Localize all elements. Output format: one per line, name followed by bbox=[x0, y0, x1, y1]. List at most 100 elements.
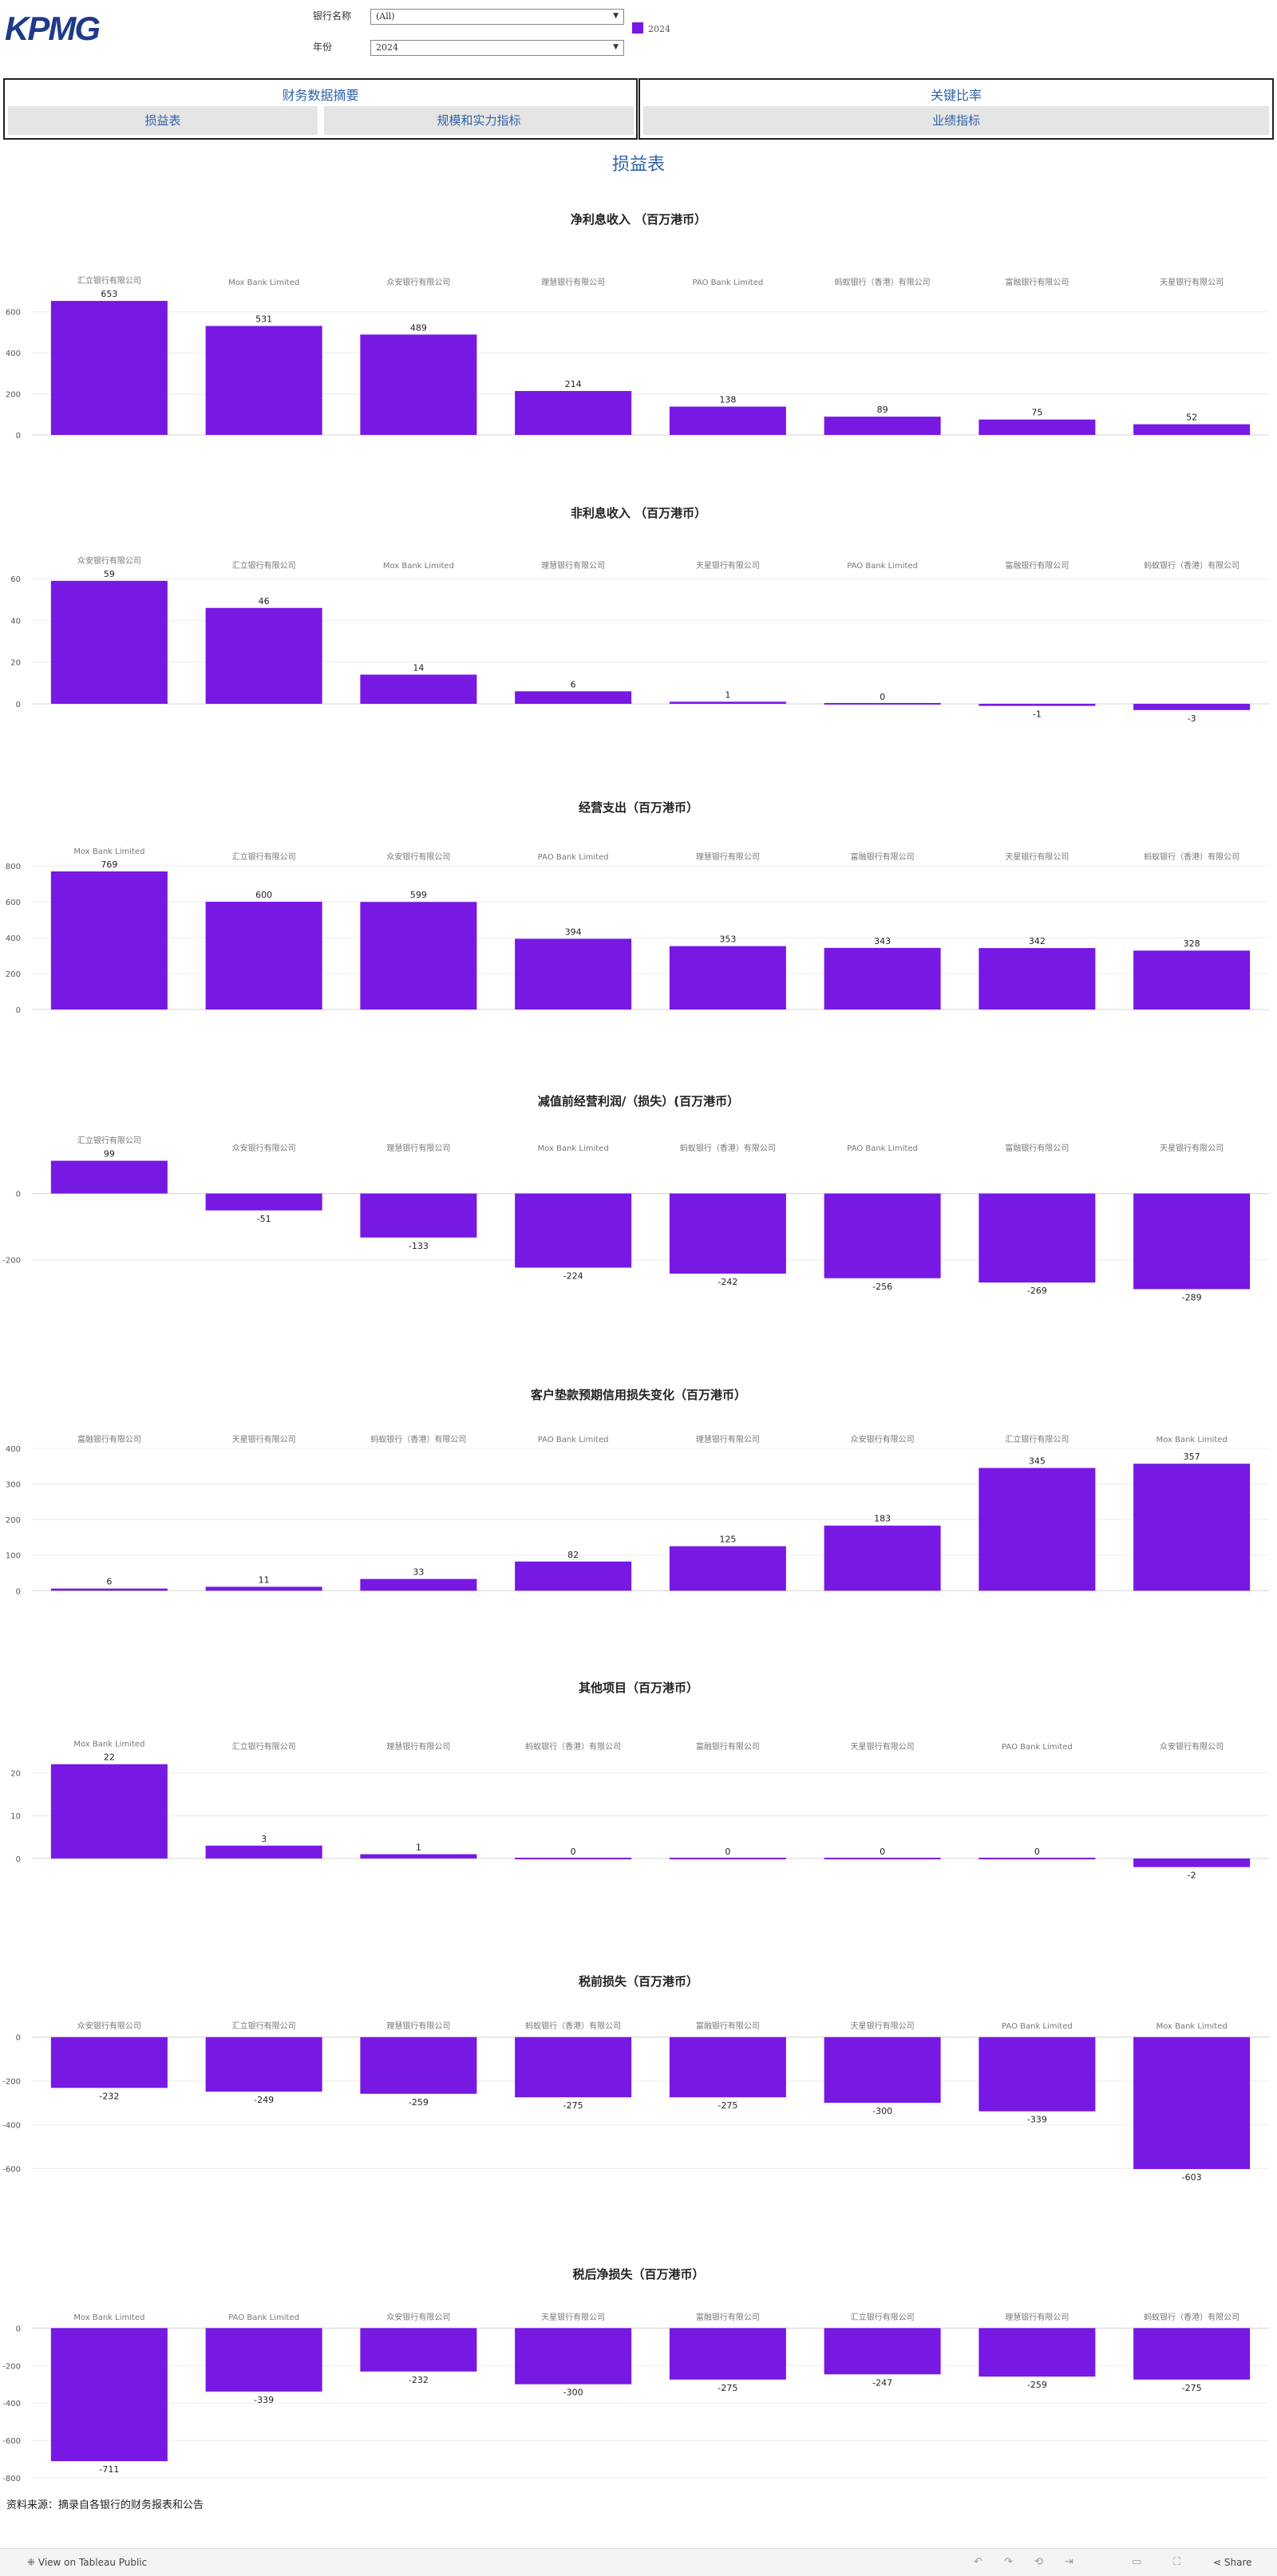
bar bbox=[824, 702, 941, 705]
bar bbox=[669, 1193, 786, 1274]
data-label: 0 bbox=[880, 692, 885, 702]
legend-swatch bbox=[632, 22, 643, 34]
bar bbox=[205, 1586, 322, 1591]
category-label: 众安银行有限公司 bbox=[386, 2312, 450, 2322]
data-label: -256 bbox=[872, 1282, 892, 1292]
data-label: -224 bbox=[563, 1270, 583, 1281]
y-tick-label: 400 bbox=[6, 1445, 21, 1454]
category-label: 富融银行有限公司 bbox=[1005, 277, 1069, 287]
data-label: -232 bbox=[409, 2375, 429, 2385]
source-note: 资料来源：摘录自各银行的财务报表和公告 bbox=[6, 2499, 204, 2511]
bar bbox=[824, 417, 941, 435]
bar bbox=[205, 326, 322, 435]
bar bbox=[360, 2328, 477, 2372]
data-label: 1 bbox=[416, 1843, 421, 1853]
bar bbox=[1133, 950, 1251, 1009]
category-label: 天星银行有限公司 bbox=[851, 2021, 915, 2031]
bar bbox=[205, 1193, 322, 1211]
category-label: PAO Bank Limited bbox=[538, 853, 609, 862]
category-label: 汇立银行有限公司 bbox=[77, 1136, 141, 1146]
category-label: 汇立银行有限公司 bbox=[77, 275, 141, 286]
bar bbox=[669, 946, 786, 1009]
year-filter-select[interactable]: 2024 ▼ bbox=[370, 40, 624, 56]
bank-filter-value: (All) bbox=[376, 11, 395, 22]
category-label: 众安银行有限公司 bbox=[1160, 1741, 1224, 1752]
nav-group-title: 关键比率 bbox=[930, 88, 982, 103]
bar bbox=[979, 1468, 1096, 1591]
tab-performance-metrics[interactable]: 业绩指标 bbox=[643, 106, 1269, 135]
category-label: PAO Bank Limited bbox=[1002, 1743, 1073, 1752]
legend-label: 2024 bbox=[648, 24, 670, 34]
data-label: -289 bbox=[1182, 1292, 1202, 1302]
view-on-tableau-link[interactable]: ⁜ View on Tableau Public bbox=[27, 2557, 147, 2568]
category-label: PAO Bank Limited bbox=[538, 1436, 609, 1444]
category-label: 汇立银行有限公司 bbox=[851, 2312, 915, 2322]
y-tick-label: -800 bbox=[2, 2475, 21, 2483]
share-icon: ⋖ bbox=[1213, 2557, 1222, 2568]
bar bbox=[360, 674, 477, 704]
category-label: 富融银行有限公司 bbox=[851, 851, 915, 862]
data-label: -242 bbox=[718, 1277, 737, 1287]
category-label: 天星银行有限公司 bbox=[541, 2312, 605, 2322]
category-label: 蚂蚁银行（香港）有限公司 bbox=[1144, 851, 1239, 862]
tab-income-statement[interactable]: 损益表 bbox=[8, 106, 318, 135]
y-tick-label: 0 bbox=[16, 2325, 21, 2333]
bar bbox=[50, 1160, 168, 1194]
y-tick-label: 400 bbox=[6, 350, 21, 358]
refresh-icon[interactable]: ⇥ bbox=[1065, 2556, 1073, 2568]
category-label: 汇立银行有限公司 bbox=[232, 1741, 296, 1752]
nav-group-financial-summary: 财务数据摘要 损益表 规模和实力指标 bbox=[3, 78, 638, 140]
bar bbox=[979, 419, 1096, 435]
chart-title: 客户垫款预期信用损失变化（百万港币） bbox=[530, 1388, 746, 1402]
data-label: 214 bbox=[565, 379, 582, 389]
data-label: 59 bbox=[104, 569, 115, 579]
category-label: 众安银行有限公司 bbox=[851, 1434, 915, 1444]
bar bbox=[669, 2037, 786, 2098]
chart-title: 非利息收入 （百万港币） bbox=[571, 506, 706, 520]
bar bbox=[205, 2037, 322, 2092]
bar bbox=[360, 2037, 477, 2094]
redo-icon[interactable]: ↷ bbox=[1004, 2556, 1013, 2568]
category-label: 理慧银行有限公司 bbox=[1005, 2312, 1069, 2322]
y-tick-label: 20 bbox=[10, 659, 21, 668]
category-label: 富融银行有限公司 bbox=[696, 1741, 760, 1752]
undo-icon[interactable]: ↶ bbox=[974, 2556, 982, 2568]
data-label: 599 bbox=[410, 890, 427, 900]
nav-group-title: 财务数据摘要 bbox=[282, 88, 359, 103]
category-label: PAO Bank Limited bbox=[847, 1144, 918, 1153]
data-label: -275 bbox=[718, 2383, 737, 2393]
bar bbox=[515, 1193, 632, 1268]
bar bbox=[669, 2328, 786, 2380]
category-label: 汇立银行有限公司 bbox=[232, 560, 296, 571]
data-label: -259 bbox=[1027, 2380, 1047, 2390]
category-label: 汇立银行有限公司 bbox=[232, 851, 296, 862]
bar bbox=[669, 1546, 786, 1591]
bank-filter-select[interactable]: (All) ▼ bbox=[370, 9, 624, 25]
share-label: Share bbox=[1224, 2557, 1252, 2568]
data-label: -249 bbox=[254, 2095, 274, 2105]
revert-icon[interactable]: ⟲ bbox=[1034, 2556, 1043, 2568]
bar bbox=[824, 2037, 941, 2103]
bar bbox=[50, 1588, 168, 1591]
data-label: 3 bbox=[261, 1834, 267, 1844]
data-label: 769 bbox=[101, 859, 117, 870]
data-label: 653 bbox=[101, 289, 117, 299]
chevron-down-icon: ▼ bbox=[613, 43, 619, 51]
device-preview-icon[interactable]: ▭ bbox=[1132, 2556, 1142, 2568]
share-button[interactable]: ⋖ Share bbox=[1213, 2557, 1252, 2568]
y-tick-label: 200 bbox=[6, 1516, 21, 1525]
category-label: 富融银行有限公司 bbox=[1005, 1143, 1069, 1153]
data-label: -3 bbox=[1188, 713, 1196, 724]
category-label: 理慧银行有限公司 bbox=[696, 851, 760, 862]
bar bbox=[1133, 1193, 1251, 1290]
bar bbox=[360, 1854, 477, 1859]
y-tick-label: 0 bbox=[16, 1006, 21, 1015]
fullscreen-icon[interactable]: ⛶ bbox=[1173, 2556, 1181, 2568]
tab-scale-strength[interactable]: 规模和实力指标 bbox=[324, 106, 634, 135]
bar bbox=[979, 2037, 1096, 2112]
category-label: PAO Bank Limited bbox=[693, 279, 764, 287]
page-title: 损益表 bbox=[611, 155, 665, 175]
y-tick-label: 400 bbox=[6, 934, 21, 943]
data-label: -603 bbox=[1182, 2172, 1202, 2183]
view-on-tableau-label: View on Tableau Public bbox=[38, 2557, 148, 2568]
